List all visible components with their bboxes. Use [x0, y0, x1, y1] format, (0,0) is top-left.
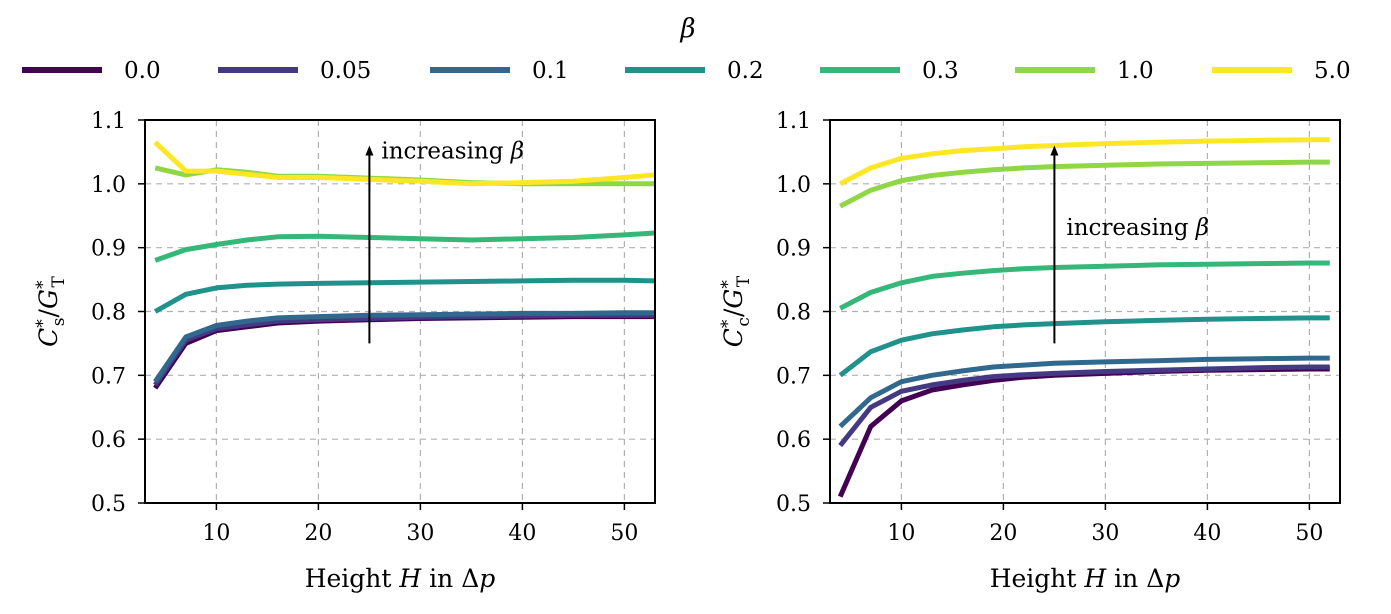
series-line-beta-0.2	[153, 277, 655, 314]
x-tick-label: 50	[610, 521, 638, 546]
x-tick-label: 30	[1091, 521, 1119, 546]
y-tick-label: 0.5	[91, 492, 126, 517]
increasing-beta-annotation: increasing β	[1050, 145, 1209, 344]
x-tick-label: 40	[508, 521, 536, 546]
left-panel-cs: 10 20 30 40 50 0.5 0.6 0.7 0.8 0.9 1.0 1.1 Height H …	[33, 109, 656, 593]
legend-label-2: 0.1	[532, 58, 569, 84]
series-group	[837, 137, 1330, 498]
legend-label-1: 0.05	[320, 58, 371, 84]
legend-label-0: 0.0	[124, 58, 161, 84]
legend-label-5: 1.0	[1117, 58, 1154, 84]
series-line-beta-0.3	[839, 260, 1330, 311]
series-group	[153, 140, 655, 390]
x-tick-label: 20	[989, 521, 1017, 546]
legend-label-6: 5.0	[1314, 58, 1351, 84]
legend-label-4: 0.3	[922, 58, 959, 84]
y-tick-label: 0.9	[776, 237, 811, 262]
y-tick-label: 0.5	[776, 492, 811, 517]
y-tick-label: 0.8	[91, 301, 126, 326]
y-tick-label: 1.1	[91, 109, 126, 134]
x-axis-label: Height H in Δp	[990, 564, 1181, 593]
series-line-beta-0.3	[154, 230, 655, 263]
series-line-beta-5.0	[839, 137, 1330, 187]
y-axis-label: C*c/G*T	[718, 275, 754, 347]
y-tick-label: 0.6	[91, 428, 126, 453]
arrow-up-icon	[365, 145, 374, 156]
series-line-beta-0.2	[838, 315, 1330, 378]
legend-entry-5: 1.0	[1015, 58, 1154, 84]
arrow-up-icon	[1050, 145, 1059, 156]
legend-entry-0: 0.0	[22, 58, 161, 84]
legend-entry-2: 0.1	[430, 58, 569, 84]
x-tick-label: 30	[406, 521, 434, 546]
x-axis-label: Height H in Δp	[305, 564, 496, 593]
annotation-label: increasing β	[381, 138, 524, 164]
x-tick-label: 20	[304, 521, 332, 546]
series-line-beta-0.05	[838, 364, 1330, 448]
y-tick-label: 0.7	[91, 364, 126, 389]
y-tick-label: 0.7	[776, 364, 811, 389]
series-line-beta-1.0	[839, 159, 1330, 209]
legend: β 0.0 0.05 0.1 0.2 0.3 1.0 5.0	[22, 14, 1351, 84]
legend-entry-1: 0.05	[218, 58, 371, 84]
legend-entry-3: 0.2	[625, 58, 764, 84]
x-tick-label: 10	[887, 521, 915, 546]
y-tick-label: 1.0	[776, 173, 811, 198]
legend-title: β	[679, 14, 695, 44]
right-panel-cc: 10 20 30 40 50 0.5 0.6 0.7 0.8 0.9 1.0 1.1 Height H …	[718, 109, 1341, 593]
series-line-beta-0.1	[153, 310, 655, 384]
y-axis-label: C*s/G*T	[33, 276, 69, 347]
annotation-label: increasing β	[1066, 215, 1209, 241]
x-tick-label: 40	[1193, 521, 1221, 546]
legend-label-3: 0.2	[727, 58, 764, 84]
x-tick-label: 50	[1295, 521, 1323, 546]
y-tick-label: 0.9	[91, 237, 126, 262]
legend-entry-4: 0.3	[820, 58, 959, 84]
y-tick-label: 0.6	[776, 428, 811, 453]
y-tick-label: 1.1	[776, 109, 811, 134]
x-tick-label: 10	[202, 521, 230, 546]
y-tick-label: 1.0	[91, 173, 126, 198]
y-tick-label: 0.8	[776, 301, 811, 326]
series-line-beta-0.1	[838, 355, 1330, 429]
legend-entry-6: 5.0	[1212, 58, 1351, 84]
increasing-beta-annotation: increasing β	[365, 138, 524, 344]
